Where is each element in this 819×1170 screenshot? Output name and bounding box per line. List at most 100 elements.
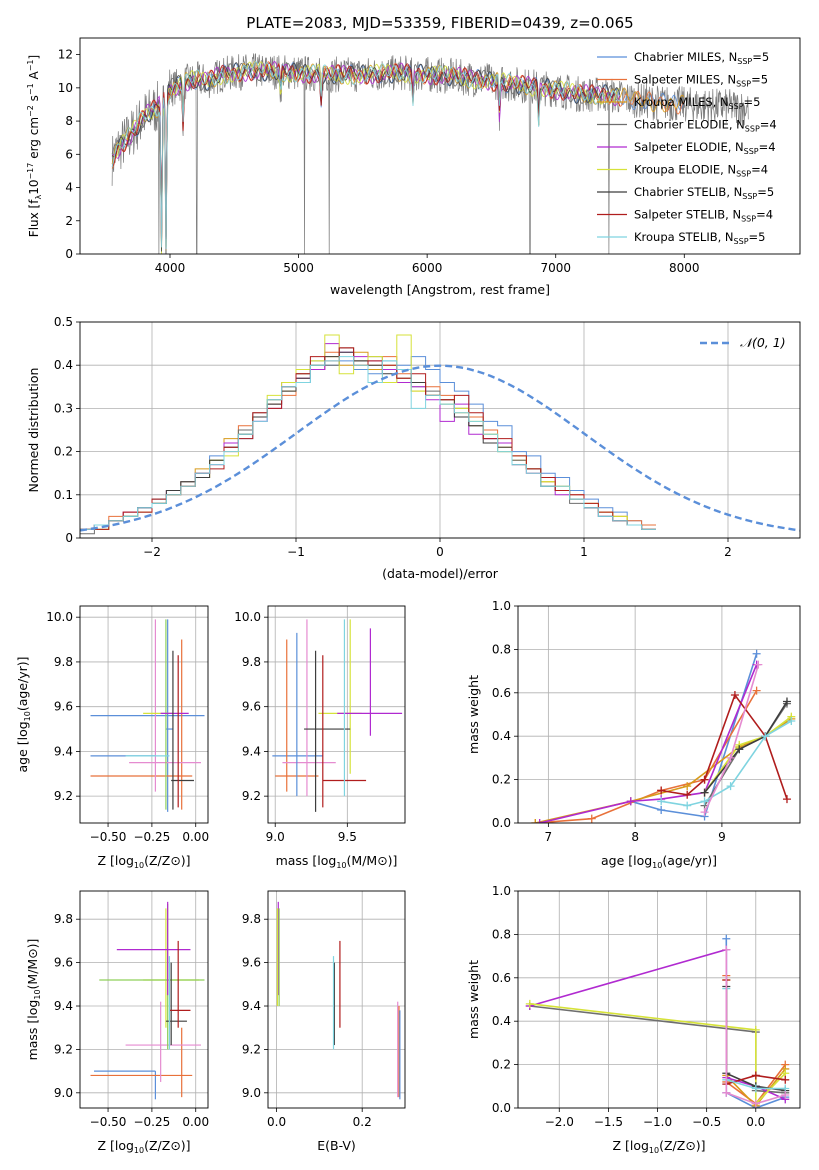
y-tick-label: 9.8	[54, 912, 73, 926]
y-tick-label: 9.2	[242, 1042, 261, 1056]
x-tick-label: 8	[631, 830, 639, 844]
y-tick-label: 8	[65, 114, 73, 128]
spectrum-model-line	[111, 62, 621, 247]
weight-marker	[782, 697, 791, 706]
y-tick-label: 9.6	[54, 956, 73, 970]
weight-lines	[525, 934, 790, 1108]
weight-marker	[531, 819, 540, 823]
weight-marker	[754, 660, 763, 669]
axes-0: 4000 5000 6000 7000 8000 0 2 4 6 8 10 12	[58, 48, 700, 275]
spectrum-legend: Chabrier MILES, NSSP=5 Salpeter MILES, NS…	[597, 50, 777, 246]
weight-marker	[722, 1088, 731, 1097]
x-tick-label: −0.5	[692, 1115, 721, 1129]
spectrum-y-label: Flux [fλ10−17 erg cm−2 s−1 A−1]	[26, 55, 43, 237]
y-axis-label: mass weight	[466, 960, 481, 1039]
x-tick-label: 9.0	[266, 830, 285, 844]
y-tick-label: 2	[65, 214, 73, 228]
weight-marker	[735, 745, 744, 754]
y-tick-label: 0.0	[492, 1101, 511, 1115]
errorbars	[90, 619, 205, 812]
x-tick-label: 1	[580, 545, 588, 559]
weight-series-line	[703, 701, 788, 794]
errorbars	[276, 901, 401, 1100]
weight-marker	[683, 790, 692, 799]
y-tick-label: 0.6	[492, 971, 511, 985]
weight-marker	[726, 753, 735, 762]
errorbars	[90, 901, 205, 1100]
y-tick-label: 10.0	[234, 610, 261, 624]
y-tick-label: 9.2	[54, 789, 73, 803]
weight-series-line	[539, 664, 758, 823]
x-tick-label: 0.0	[267, 1115, 286, 1129]
weight-marker	[700, 808, 709, 817]
y-tick-label: 9.6	[54, 700, 73, 714]
x-axis-label: Z [log10(Z/Z⊙)]	[97, 1138, 190, 1155]
weight-marker	[781, 1075, 790, 1084]
x-tick-label: 0.2	[353, 1115, 372, 1129]
spectrum-lines	[111, 52, 749, 254]
axes-2: −0.50 −0.25 0.00 9.2 9.4 9.6 9.8 10.0	[46, 606, 209, 844]
y-axis-label: mass weight	[466, 675, 481, 754]
y-tick-label: 0.4	[492, 729, 511, 743]
weight-marker	[781, 1090, 790, 1099]
weight-marker	[722, 934, 731, 943]
y-tick-label: 9.6	[242, 956, 261, 970]
y-tick-label: 0.4	[492, 1014, 511, 1028]
y-axis-label: mass [log10(M/M⊙)]	[25, 939, 42, 1061]
y-tick-label: 9.4	[54, 999, 73, 1013]
weight-marker	[587, 814, 596, 823]
histogram-series	[80, 356, 656, 530]
x-axis-label: age [log10(age/yr)]	[601, 853, 717, 870]
weight-series-line	[661, 693, 788, 800]
x-tick-label: 9	[718, 830, 726, 844]
y-tick-label: 6	[65, 147, 73, 161]
weight-marker	[683, 782, 692, 791]
legend-entry: Kroupa STELIB, NSSP=5	[634, 230, 765, 246]
x-axis-label: Z [log10(Z/Z⊙)]	[612, 1138, 705, 1155]
x-tick-label: 8000	[669, 261, 700, 275]
y-tick-label: 10.0	[46, 610, 73, 624]
x-tick-label: 0	[436, 545, 444, 559]
axes-frame-5	[79, 890, 209, 1109]
axes-4: 7 8 9 0.0 0.2 0.4 0.6 0.8 1.0	[492, 599, 800, 844]
y-tick-label: 0.8	[492, 927, 511, 941]
weight-series-line	[535, 718, 792, 823]
y-tick-label: 9.4	[54, 744, 73, 758]
weight-series-line	[661, 720, 792, 807]
axes-5: −0.50 −0.25 0.00 9.0 9.2 9.4 9.6 9.8	[54, 891, 209, 1129]
y-tick-label: 0.3	[54, 401, 73, 415]
spectrum-model-line	[111, 60, 620, 250]
y-tick-label: 9.2	[54, 1042, 73, 1056]
axes-1: −2 −1 0 1 2 0 0.1 0.2 0.3 0.4 0.5	[54, 315, 800, 559]
weight-marker	[700, 797, 709, 806]
x-tick-label: 5000	[283, 261, 314, 275]
x-axis-label: Z [log10(Z/Z⊙)]	[97, 853, 190, 870]
y-tick-label: 10	[58, 81, 73, 95]
weight-series-line	[725, 949, 786, 1105]
y-tick-label: 0.5	[54, 315, 73, 329]
weight-marker	[722, 945, 731, 954]
weight-marker	[751, 1084, 760, 1093]
x-tick-label: 7	[545, 830, 553, 844]
weight-marker	[657, 805, 666, 814]
weight-marker	[752, 649, 761, 658]
weight-marker	[683, 801, 692, 810]
figure-title: PLATE=2083, MJD=53359, FIBERID=0439, z=0…	[246, 14, 633, 32]
weight-marker	[752, 686, 761, 695]
histogram-steps	[80, 334, 800, 535]
weight-marker	[657, 786, 666, 795]
y-tick-label: 0.8	[492, 642, 511, 656]
y-tick-label: 9.4	[242, 744, 261, 758]
normal-curve	[80, 364, 800, 532]
spectrum-model-line	[111, 61, 621, 250]
weight-marker	[787, 717, 796, 726]
y-tick-label: 9.2	[242, 789, 261, 803]
histogram-y-label: Normed distribution	[26, 368, 41, 493]
x-axis-label: mass [log10(M/M⊙)]	[276, 853, 398, 870]
weight-marker	[626, 797, 635, 806]
y-tick-label: 9.0	[242, 1086, 261, 1100]
y-tick-label: 0.2	[492, 1058, 511, 1072]
legend-entry: Chabrier ELODIE, NSSP=4	[634, 118, 777, 134]
